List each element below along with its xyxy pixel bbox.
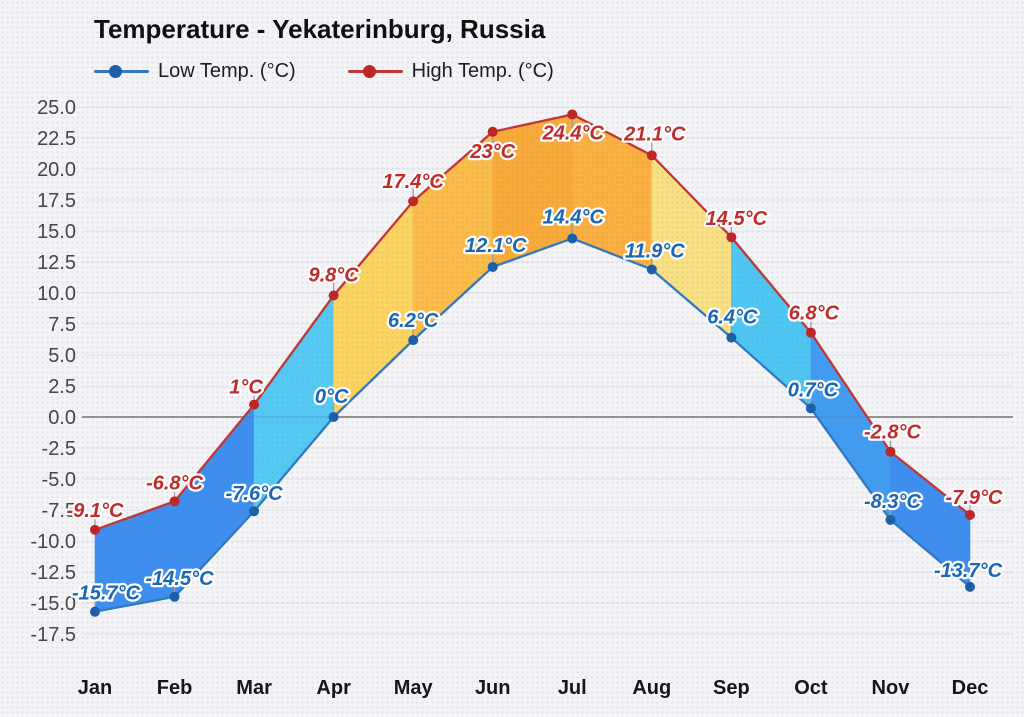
low-temp-line-marker-icon	[94, 64, 149, 79]
y-axis-tick-label: -2.5	[42, 438, 76, 460]
low-temp-point-feb[interactable]	[169, 591, 180, 602]
high-temp-value-label-apr: 9.8°C	[309, 264, 360, 286]
high-temp-point-aug[interactable]	[646, 150, 657, 161]
low-temp-value-label-mar: -7.6°C	[226, 483, 283, 505]
high-temp-point-may[interactable]	[408, 196, 419, 207]
y-axis-tick-label: -15.0	[30, 593, 76, 615]
x-axis-month-label-mar: Mar	[236, 677, 272, 699]
y-axis-tick-label: 0.0	[48, 407, 76, 429]
low-temp-value-label-jul: 14.4°C	[543, 206, 605, 228]
chart-legend: Low Temp. (°C) High Temp. (°C)	[94, 60, 554, 83]
high-temp-point-jun[interactable]	[487, 126, 498, 137]
high-temp-value-label-sep: 14.5°C	[706, 208, 768, 230]
x-axis-month-label-nov: Nov	[872, 677, 911, 699]
high-temp-value-label-jan: -9.1°C	[67, 500, 124, 522]
legend-label-low-temp: Low Temp. (°C)	[158, 60, 296, 82]
high-temp-point-feb[interactable]	[169, 496, 180, 507]
high-temp-point-dec[interactable]	[965, 509, 975, 520]
low-temp-point-mar[interactable]	[249, 506, 260, 517]
high-temp-line	[94, 113, 971, 531]
high-temp-point-apr[interactable]	[328, 290, 339, 301]
low-temp-value-label-jun: 12.1°C	[465, 235, 527, 257]
y-axis-tick-label: 7.5	[48, 314, 76, 336]
high-temp-value-label-jun: 23°C	[469, 141, 515, 163]
x-axis-month-label-oct: Oct	[794, 677, 828, 699]
low-temp-point-aug[interactable]	[646, 264, 657, 275]
high-temp-point-sep[interactable]	[726, 232, 737, 243]
low-temp-point-nov[interactable]	[885, 514, 896, 525]
y-axis-tick-label: 15.0	[37, 221, 76, 243]
x-axis-month-label-sep: Sep	[713, 677, 750, 699]
x-axis-month-label-may: May	[394, 677, 434, 699]
high-temp-value-label-dec: -7.9°C	[946, 487, 1003, 509]
low-temp-line	[94, 237, 971, 613]
x-axis-month-label-feb: Feb	[157, 677, 193, 699]
high-temp-line-marker-icon	[347, 64, 403, 79]
low-temp-point-dec[interactable]	[965, 581, 975, 592]
low-temp-value-label-jan: -15.7°C	[72, 583, 141, 605]
y-axis-tick-label: 5.0	[48, 345, 76, 367]
high-temp-value-label-oct: 6.8°C	[789, 303, 840, 325]
low-temp-point-jun[interactable]	[487, 261, 498, 272]
x-axis-month-label-apr: Apr	[316, 677, 351, 699]
high-temp-value-label-nov: -2.8°C	[864, 422, 921, 444]
low-temp-point-apr[interactable]	[328, 412, 339, 422]
low-temp-value-label-aug: 11.9°C	[625, 240, 685, 262]
low-temp-point-jul[interactable]	[567, 233, 578, 244]
high-temp-point-jul[interactable]	[567, 109, 578, 120]
low-temp-value-label-nov: -8.3°C	[864, 491, 921, 513]
x-axis-month-label-dec: Dec	[952, 677, 989, 699]
legend-item-low-temp[interactable]: Low Temp. (°C)	[94, 60, 296, 83]
y-axis-tick-label: 22.5	[37, 128, 76, 150]
low-temp-value-label-apr: 0°C	[315, 386, 349, 408]
y-axis-tick-label: 10.0	[37, 283, 76, 305]
low-temp-point-may[interactable]	[408, 335, 419, 346]
high-temp-value-label-feb: -6.8°C	[146, 472, 203, 494]
high-temp-point-mar[interactable]	[249, 399, 260, 410]
low-temp-value-label-oct: 0.7°C	[788, 379, 839, 401]
y-axis-tick-label: -5.0	[42, 469, 76, 491]
x-axis-month-label-jun: Jun	[475, 677, 511, 699]
low-temp-point-sep[interactable]	[726, 332, 737, 343]
legend-label-high-temp: High Temp. (°C)	[411, 60, 554, 82]
y-axis-tick-label: -12.5	[30, 562, 76, 584]
high-temp-point-jan[interactable]	[90, 524, 100, 535]
low-temp-value-label-sep: 6.4°C	[707, 307, 758, 329]
x-axis-month-label-aug: Aug	[632, 677, 671, 699]
high-temp-value-label-aug: 21.1°C	[623, 123, 686, 145]
high-temp-point-nov[interactable]	[885, 446, 896, 457]
low-temp-value-label-dec: -13.7°C	[934, 560, 1003, 582]
y-axis-tick-label: 20.0	[37, 159, 76, 181]
low-temp-value-label-may: 6.2°C	[388, 310, 439, 332]
high-temp-value-label-may: 17.4°C	[382, 171, 444, 193]
high-temp-value-label-jul: 24.4°C	[542, 122, 605, 144]
temperature-band-apr	[333, 200, 414, 418]
y-axis-tick-label: 25.0	[37, 97, 76, 119]
y-axis-tick-label: 17.5	[37, 190, 76, 212]
y-axis-tick-label: 2.5	[48, 376, 76, 398]
y-axis-tick-label: -7.5	[42, 500, 76, 522]
high-temp-value-label-mar: 1°C	[229, 377, 263, 399]
x-axis-month-label-jan: Jan	[78, 677, 112, 699]
low-temp-dot-swatch	[109, 65, 122, 78]
low-temp-value-label-feb: -14.5°C	[146, 568, 215, 590]
high-temp-dot-swatch	[362, 65, 376, 78]
legend-item-high-temp[interactable]: High Temp. (°C)	[347, 60, 554, 83]
y-axis-tick-label: -10.0	[30, 531, 76, 553]
low-temp-point-oct[interactable]	[805, 403, 816, 414]
y-axis-tick-label: 12.5	[37, 252, 76, 274]
x-axis-month-label-jul: Jul	[558, 677, 587, 699]
high-temp-point-oct[interactable]	[805, 327, 816, 338]
low-temp-point-jan[interactable]	[90, 606, 100, 617]
page-title: Temperature - Yekaterinburg, Russia	[94, 14, 546, 44]
y-axis-tick-label: -17.5	[30, 624, 76, 646]
